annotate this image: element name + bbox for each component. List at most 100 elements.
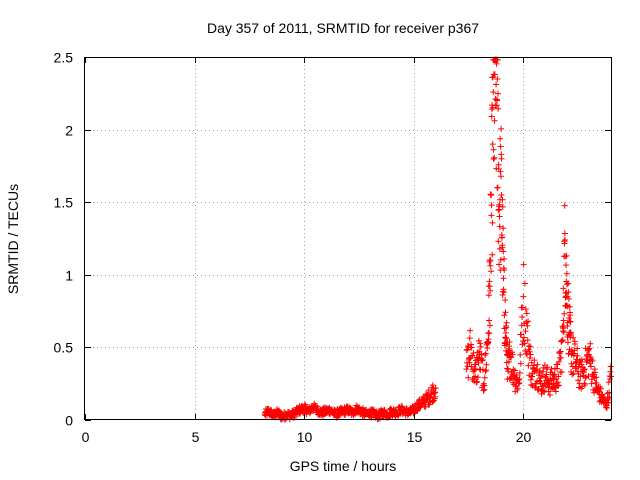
data-point <box>577 373 584 380</box>
data-point <box>555 382 562 389</box>
y-tick-label: 2 <box>65 123 73 139</box>
x-tick-label: 20 <box>516 429 532 445</box>
data-point <box>502 309 509 316</box>
data-point <box>491 71 498 78</box>
data-point <box>531 357 538 364</box>
data-point <box>471 367 478 374</box>
data-point <box>526 354 533 361</box>
data-point <box>487 262 494 269</box>
data-point <box>485 292 492 299</box>
y-tick-label: 1.5 <box>54 195 74 211</box>
data-point <box>429 382 436 389</box>
data-point <box>552 388 559 395</box>
data-point <box>504 365 511 372</box>
data-point <box>523 310 530 317</box>
data-point <box>536 367 543 374</box>
data-point <box>582 373 589 380</box>
data-point <box>518 331 525 338</box>
x-tick-label: 15 <box>407 429 423 445</box>
data-point <box>550 374 557 381</box>
data-point <box>500 289 507 296</box>
data-point <box>579 383 586 390</box>
data-point <box>535 386 542 393</box>
data-point <box>560 317 567 324</box>
data-point <box>560 285 567 292</box>
data-point <box>495 238 502 245</box>
data-point <box>486 317 493 324</box>
data-point <box>474 356 481 363</box>
data-point <box>563 270 570 277</box>
y-tick-label: 0 <box>65 413 73 429</box>
data-point <box>500 275 507 282</box>
data-point <box>494 90 501 97</box>
data-point <box>502 329 509 336</box>
data-point <box>490 155 497 162</box>
data-point <box>496 223 503 230</box>
data-point <box>585 346 592 353</box>
data-point <box>556 358 563 365</box>
data-point <box>593 374 600 381</box>
x-tick-label: 10 <box>297 429 313 445</box>
data-point <box>499 242 506 249</box>
data-point <box>368 413 375 420</box>
data-point <box>490 146 497 153</box>
data-point <box>496 213 503 220</box>
data-point <box>607 363 614 370</box>
data-point <box>463 347 470 354</box>
data-point <box>546 392 553 399</box>
data-point <box>463 366 470 373</box>
y-tick-label: 0.5 <box>54 340 74 356</box>
data-point <box>473 379 480 386</box>
data-point <box>493 60 500 67</box>
data-point <box>582 374 589 381</box>
data-point <box>607 368 614 375</box>
data-point <box>486 330 493 337</box>
data-point <box>482 368 489 375</box>
data-point <box>376 415 383 422</box>
data-point <box>542 383 549 390</box>
data-point <box>489 251 496 258</box>
data-point <box>480 387 487 394</box>
data-point <box>496 261 503 268</box>
y-tick-label: 2.5 <box>54 50 74 66</box>
data-point <box>498 155 505 162</box>
data-point <box>522 328 529 335</box>
data-point <box>479 356 486 363</box>
data-point <box>536 377 543 384</box>
data-point <box>525 362 532 369</box>
y-tick-label: 1 <box>65 268 73 284</box>
data-point <box>502 297 509 304</box>
data-point <box>527 351 534 358</box>
data-point <box>567 312 574 319</box>
data-point <box>517 351 524 358</box>
data-point <box>503 319 510 326</box>
data-point <box>481 374 488 381</box>
data-point <box>605 399 612 406</box>
data-point <box>486 322 493 329</box>
data-point <box>482 350 489 357</box>
data-point <box>477 340 484 347</box>
data-point <box>474 374 481 381</box>
data-point <box>497 135 504 142</box>
data-point <box>494 97 501 104</box>
data-point <box>516 376 523 383</box>
data-point <box>529 373 536 380</box>
data-point <box>566 318 573 325</box>
data-point <box>525 343 532 350</box>
data-point <box>473 378 480 385</box>
data-point <box>548 366 555 373</box>
data-point <box>575 377 582 384</box>
data-point <box>605 379 612 386</box>
data-point <box>561 230 568 237</box>
data-point <box>483 367 490 374</box>
data-point <box>607 376 614 383</box>
data-point <box>581 367 588 374</box>
data-point <box>508 354 515 361</box>
data-point <box>509 351 516 358</box>
data-point <box>488 268 495 275</box>
data-point <box>530 362 537 369</box>
data-point <box>563 302 570 309</box>
data-point <box>555 373 562 380</box>
data-point <box>468 344 475 351</box>
